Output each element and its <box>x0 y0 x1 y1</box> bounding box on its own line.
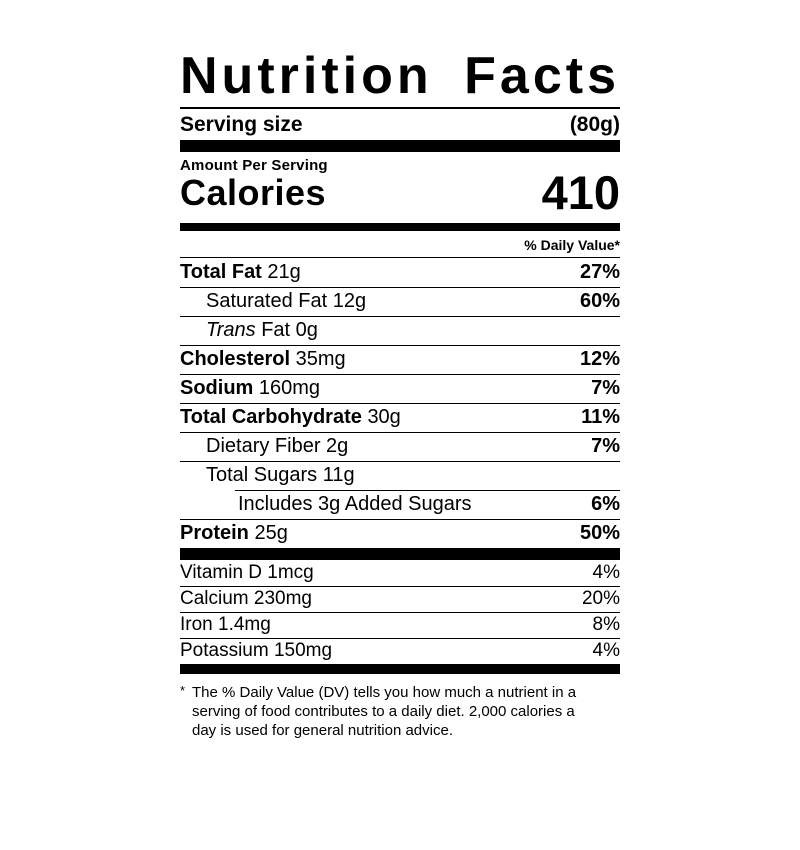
daily-value-percent: 60% <box>579 290 620 313</box>
footnote: * The % Daily Value (DV) tells you how m… <box>180 674 620 740</box>
daily-value-percent: 11% <box>581 406 620 429</box>
nutrient-name: Protein 25g <box>180 522 288 545</box>
nutrient-name: Includes 3g Added Sugars <box>238 492 472 515</box>
footnote-line: The % Daily Value (DV) tells you how muc… <box>192 683 577 701</box>
nutrient-name: Total Carbohydrate 30g <box>180 406 401 429</box>
nutrition-facts-label: Nutrition Facts Serving size (80g) Amoun… <box>180 50 620 740</box>
nutrient-row: Calcium 230mg 20% <box>180 585 620 612</box>
nutrient-name: Calcium 230mg <box>180 588 312 610</box>
nutrient-name: Iron 1.4mg <box>180 614 271 636</box>
calories-section: Amount Per Serving Calories 410 <box>180 152 620 223</box>
footnote-asterisk: * <box>180 682 186 698</box>
nutrient-name: Cholesterol 35mg <box>180 348 346 371</box>
medium-divider-bar <box>180 222 620 231</box>
nutrient-name: Trans Fat 0g <box>206 319 318 342</box>
daily-value-percent: 50% <box>579 522 620 545</box>
nutrient-row: Iron 1.4mg 8% <box>180 611 620 638</box>
nutrient-row: Total Sugars 11g <box>180 460 620 490</box>
nutrient-row: Potassium 150mg 4% <box>180 637 620 664</box>
thick-divider-bar <box>180 140 620 152</box>
serving-size-value: (80g) <box>569 112 620 136</box>
thick-divider-bar <box>180 547 620 560</box>
daily-value-percent: 8% <box>592 614 620 636</box>
nutrient-name: Sodium 160mg <box>180 377 321 400</box>
title-word-facts: Facts <box>464 47 620 105</box>
micronutrient-rows: Vitamin D 1mcg 4% Calcium 230mg 20% Iron… <box>180 560 620 664</box>
nutrient-name: Dietary Fiber 2g <box>206 435 349 458</box>
daily-value-percent: 7% <box>591 435 620 458</box>
nutrient-name: Total Fat 21g <box>180 260 301 283</box>
calories-value: 410 <box>541 166 620 220</box>
calories-label: Calories <box>180 172 327 213</box>
daily-value-percent: 7% <box>591 377 620 400</box>
nutrient-rows: Total Fat 21g 27% Saturated Fat 12g 60% … <box>180 258 620 548</box>
nutrient-row: Sodium 160mg 7% <box>180 373 620 403</box>
label-title: Nutrition Facts <box>180 50 620 109</box>
serving-size-label: Serving size <box>180 112 303 136</box>
nutrient-name: Vitamin D 1mcg <box>180 561 314 583</box>
footnote-line: day is used for general nutrition advice… <box>192 721 453 739</box>
nutrient-row: Dietary Fiber 2g 7% <box>180 431 620 461</box>
daily-value-percent: 4% <box>592 561 620 583</box>
nutrient-row: Total Carbohydrate 30g 11% <box>180 402 620 432</box>
calories-left-block: Amount Per Serving Calories <box>180 157 328 212</box>
nutrient-name: Total Sugars 11g <box>206 464 355 487</box>
daily-value-percent: 27% <box>579 260 620 283</box>
nutrient-row: Vitamin D 1mcg 4% <box>180 560 620 586</box>
daily-value-header: % Daily Value* <box>180 231 620 258</box>
daily-value-percent: 20% <box>581 588 620 610</box>
nutrient-row: Saturated Fat 12g 60% <box>180 286 620 316</box>
footnote-line: serving of food contributes to a daily d… <box>192 702 575 720</box>
nutrient-row: Cholesterol 35mg 12% <box>180 344 620 374</box>
serving-size-row: Serving size (80g) <box>180 109 620 140</box>
nutrient-row: Includes 3g Added Sugars 6% <box>180 489 620 519</box>
nutrient-row: Trans Fat 0g <box>180 315 620 345</box>
nutrient-name: Saturated Fat 12g <box>206 290 367 313</box>
daily-value-percent: 6% <box>591 492 620 515</box>
daily-value-percent: 12% <box>579 348 620 371</box>
title-word-nutrition: Nutrition <box>180 47 433 105</box>
amount-per-serving-label: Amount Per Serving <box>180 157 328 174</box>
thick-divider-bar <box>180 663 620 674</box>
nutrient-row: Total Fat 21g 27% <box>180 258 620 287</box>
nutrient-name: Potassium 150mg <box>180 640 333 662</box>
daily-value-percent: 4% <box>592 640 620 662</box>
nutrient-row: Protein 25g 50% <box>180 518 620 548</box>
